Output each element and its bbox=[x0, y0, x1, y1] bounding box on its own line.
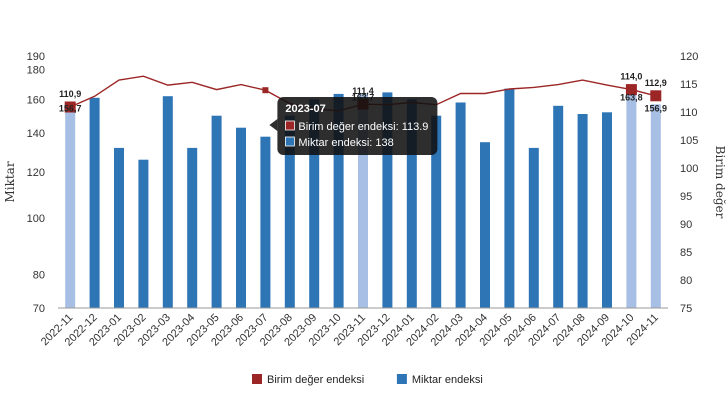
right-tick-115: 115 bbox=[680, 79, 698, 91]
legend-label-1: Miktar endeksi bbox=[412, 374, 483, 386]
bar-2024-05 bbox=[504, 88, 515, 308]
legend-swatch-1 bbox=[396, 374, 407, 384]
bar-2023-05 bbox=[211, 115, 222, 308]
left-axis-title: Miktar bbox=[3, 161, 17, 202]
bar-2024-01 bbox=[406, 99, 417, 309]
right-tick-100: 100 bbox=[680, 163, 698, 175]
right-tick-120: 120 bbox=[680, 51, 698, 63]
left-tick-160: 160 bbox=[27, 94, 45, 106]
data-label-2024-11-miktar: 156,9 bbox=[645, 103, 668, 113]
tooltip: 2023-07 Birim değer endeksi: 113.9 Miktar … bbox=[269, 97, 438, 155]
right-tick-90: 90 bbox=[680, 219, 692, 231]
tooltip-swatch-1 bbox=[284, 136, 295, 147]
bar-2024-07 bbox=[553, 105, 564, 308]
line-marker-2024-11 bbox=[650, 90, 662, 102]
bar-2023-12 bbox=[382, 92, 393, 309]
right-tick-105: 105 bbox=[680, 135, 698, 147]
left-tick-190: 190 bbox=[27, 51, 45, 63]
left-tick-100: 100 bbox=[27, 213, 45, 225]
bar-2023-08 bbox=[284, 115, 295, 308]
bar-2024-09 bbox=[602, 112, 612, 308]
left-tick-70: 70 bbox=[33, 303, 45, 315]
data-label-2024-11-birim: 112,9 bbox=[645, 78, 667, 88]
line-marker-2022-11 bbox=[64, 101, 76, 113]
line-marker-2024-10 bbox=[625, 84, 637, 96]
left-tick-140: 140 bbox=[27, 128, 45, 140]
tooltip-swatch-0 bbox=[284, 120, 295, 131]
bar-2023-06 bbox=[236, 127, 246, 308]
bar-2023-09 bbox=[309, 99, 320, 309]
tooltip-box bbox=[277, 97, 438, 155]
bar-2024-06 bbox=[528, 147, 539, 308]
right-tick-80: 80 bbox=[680, 275, 692, 287]
tooltip-pointer bbox=[269, 119, 278, 131]
data-label-2024-10-birim: 114,0 bbox=[620, 72, 642, 82]
line-marker-2023-07 bbox=[262, 87, 269, 94]
data-label-2022-11-birim: 110,9 bbox=[59, 89, 81, 99]
right-tick-110: 110 bbox=[680, 107, 698, 119]
bar-2024-02 bbox=[431, 115, 442, 308]
bar-2023-01 bbox=[114, 147, 124, 308]
data-label-2024-10-miktar: 163,8 bbox=[620, 92, 643, 102]
left-tick-120: 120 bbox=[27, 167, 45, 179]
miktar-bars bbox=[65, 88, 661, 309]
bar-2024-11 bbox=[650, 104, 661, 308]
data-label-2022-11-miktar: 156,7 bbox=[59, 104, 82, 114]
bar-2023-11 bbox=[358, 93, 368, 308]
bar-2023-10 bbox=[333, 93, 344, 309]
bar-2023-07 bbox=[260, 136, 271, 308]
left-tick-80: 80 bbox=[33, 269, 45, 281]
tooltip-title: 2023-07 bbox=[285, 103, 325, 115]
legend-label-0: Birim değer endeksi bbox=[267, 374, 364, 386]
bar-2023-03 bbox=[162, 96, 173, 308]
bar-2022-12 bbox=[89, 97, 100, 308]
right-axis-title: Birim değer bbox=[713, 146, 727, 219]
bar-2024-03 bbox=[455, 102, 466, 308]
data-label-2023-11-birim: 111,4 bbox=[352, 86, 374, 96]
right-tick-75: 75 bbox=[680, 303, 692, 315]
right-tick-85: 85 bbox=[680, 247, 692, 259]
bar-2024-04 bbox=[480, 142, 490, 308]
right-tick-95: 95 bbox=[680, 191, 692, 203]
bar-2023-04 bbox=[187, 147, 198, 308]
bar-2023-02 bbox=[138, 159, 149, 308]
bar-2024-10 bbox=[626, 93, 637, 309]
legend: Birim değer endeksi Miktar endeksi bbox=[252, 374, 483, 386]
bar-2022-11 bbox=[65, 104, 76, 308]
legend-swatch-0 bbox=[252, 374, 262, 384]
bar-2024-08 bbox=[577, 114, 588, 308]
tooltip-line-0: Birim değer endeksi: 113.9 bbox=[298, 121, 428, 133]
tooltip-line-1: Miktar endeksi: 138 bbox=[298, 137, 393, 149]
left-tick-180: 180 bbox=[27, 65, 45, 77]
